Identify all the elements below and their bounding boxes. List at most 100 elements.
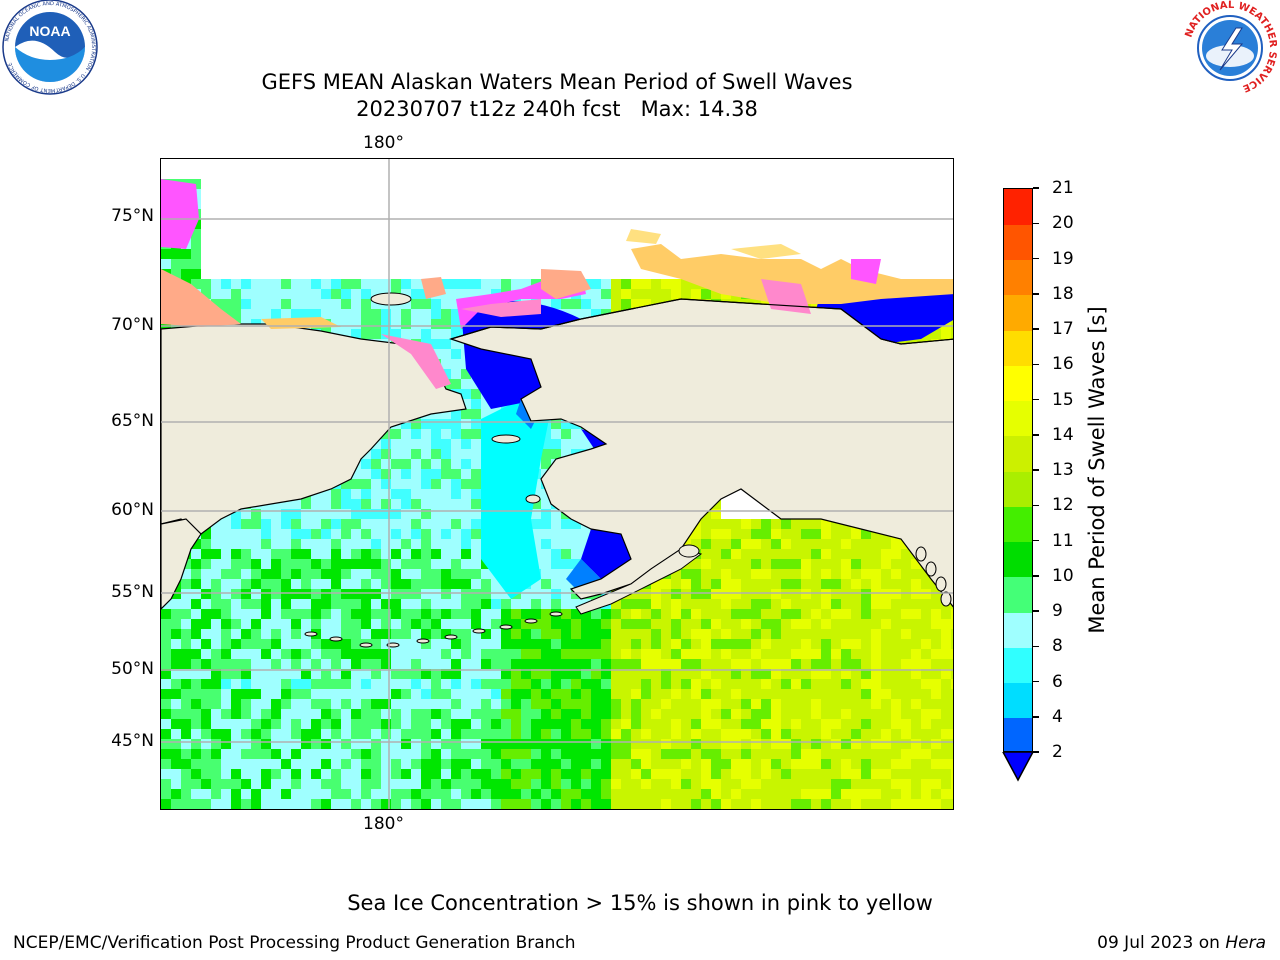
swell-cell [711, 539, 721, 549]
swell-cell [451, 749, 461, 759]
swell-cell [481, 699, 491, 709]
lat-label-60: 60°N [111, 500, 154, 520]
swell-cell [741, 659, 751, 669]
swell-cell [191, 259, 201, 269]
swell-cell [231, 679, 241, 689]
swell-cell [381, 439, 391, 449]
swell-cell [171, 259, 181, 269]
swell-cell [321, 629, 331, 639]
swell-cell [821, 639, 831, 649]
swell-cell [371, 729, 381, 739]
swell-cell [831, 609, 841, 619]
swell-cell [721, 529, 731, 539]
swell-cell [461, 739, 471, 749]
swell-cell [821, 669, 831, 679]
swell-cell [951, 689, 953, 699]
swell-cell [481, 399, 491, 409]
swell-cell [191, 579, 201, 589]
swell-cell [881, 619, 891, 629]
swell-cell [351, 319, 361, 329]
swell-cell [241, 629, 251, 639]
swell-cell [181, 619, 191, 629]
swell-cell [901, 619, 911, 629]
swell-cell [471, 549, 481, 559]
swell-cell [261, 689, 271, 699]
swell-cell [401, 589, 411, 599]
swell-cell [401, 679, 411, 689]
swell-cell [281, 559, 291, 569]
swell-cell [251, 619, 261, 629]
swell-cell [601, 669, 611, 679]
swell-cell [381, 309, 391, 319]
swell-cell [861, 549, 871, 559]
swell-cell [331, 639, 341, 649]
swell-cell [901, 759, 911, 769]
swell-cell [531, 619, 541, 629]
swell-cell [411, 279, 421, 289]
swell-cell [911, 569, 921, 579]
swell-cell [471, 279, 481, 289]
swell-cell [711, 629, 721, 639]
swell-cell [251, 529, 261, 539]
swell-cell [681, 539, 691, 549]
swell-cell [671, 579, 681, 589]
swell-cell [191, 229, 201, 239]
swell-cell [451, 419, 461, 429]
swell-cell [291, 519, 301, 529]
swell-cell [321, 739, 331, 749]
swell-cell [761, 769, 771, 779]
swell-cell [241, 529, 251, 539]
swell-cell [191, 669, 201, 679]
swell-cell [231, 299, 241, 309]
swell-cell [211, 579, 221, 589]
swell-cell [341, 749, 351, 759]
swell-cell [271, 519, 281, 529]
swell-cell [731, 549, 741, 559]
swell-cell [711, 549, 721, 559]
swell-cell [731, 729, 741, 739]
swell-cell [191, 609, 201, 619]
swell-cell [771, 679, 781, 689]
swell-cell [591, 749, 601, 759]
swell-cell [681, 749, 691, 759]
swell-cell [251, 749, 261, 759]
swell-cell [741, 609, 751, 619]
swell-cell [471, 579, 481, 589]
swell-cell [431, 689, 441, 699]
swell-cell [351, 569, 361, 579]
swell-cell [501, 629, 511, 639]
swell-cell [211, 619, 221, 629]
swell-cell [501, 739, 511, 749]
swell-cell [881, 709, 891, 719]
swell-cell [301, 719, 311, 729]
swell-cell [941, 639, 951, 649]
swell-cell [771, 649, 781, 659]
swell-cell [841, 689, 851, 699]
swell-cell [771, 559, 781, 569]
swell-cell [461, 579, 471, 589]
swell-cell [381, 579, 391, 589]
swell-cell [761, 719, 771, 729]
swell-cell [441, 669, 451, 679]
swell-cell [701, 659, 711, 669]
swell-cell [451, 299, 461, 309]
swell-cell [511, 739, 521, 749]
swell-cell [441, 479, 451, 489]
swell-cell [241, 589, 251, 599]
swell-cell [851, 679, 861, 689]
swell-cell [541, 489, 551, 499]
swell-cell [631, 749, 641, 759]
swell-cell [861, 689, 871, 699]
swell-cell [941, 619, 951, 629]
swell-cell [801, 709, 811, 719]
swell-cell [891, 709, 901, 719]
swell-cell [481, 689, 491, 699]
swell-cell [791, 519, 801, 529]
swell-cell [761, 699, 771, 709]
swell-cell [301, 589, 311, 599]
swell-cell [441, 599, 451, 609]
swell-cell [841, 719, 851, 729]
swell-cell [791, 589, 801, 599]
swell-cell [931, 739, 941, 749]
swell-cell [431, 659, 441, 669]
